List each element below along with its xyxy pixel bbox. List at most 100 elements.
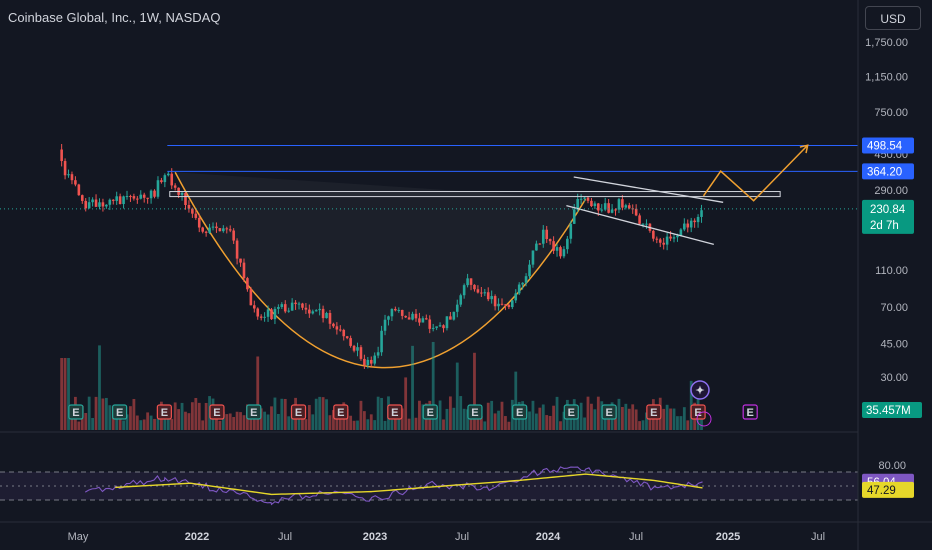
candle-body [586, 197, 590, 201]
volume-bar [108, 405, 112, 430]
volume-bar [256, 356, 260, 430]
projection-arrowhead [799, 144, 809, 154]
candle-body [521, 282, 524, 285]
candle-body [194, 213, 198, 218]
volume-bar [184, 411, 187, 430]
candle-body [459, 295, 463, 305]
volume-bar [562, 411, 566, 430]
volume-bar [345, 408, 349, 430]
volume-bar [276, 413, 280, 430]
volume-bar [242, 415, 246, 430]
earnings-badge-label: E [72, 407, 79, 419]
earnings-badge-label: E [161, 407, 168, 419]
volume-bar [115, 411, 119, 430]
earnings-badge [467, 404, 483, 420]
candle-body [342, 329, 346, 337]
candle-body [617, 199, 621, 210]
candle-body [559, 247, 562, 257]
earnings-marker: E [690, 404, 706, 420]
volume-bar [435, 414, 439, 430]
volume-bar [548, 415, 552, 430]
earnings-marker: E [563, 404, 579, 420]
candle-body [583, 197, 586, 199]
volume-bar [139, 420, 143, 430]
volume-bar [411, 345, 414, 430]
candle-body [627, 205, 631, 209]
volume-bar [576, 417, 580, 430]
candle-body [452, 311, 456, 320]
volume-bar [538, 407, 542, 430]
candle-body [576, 199, 579, 210]
candle-body [314, 310, 318, 312]
candle-body [425, 318, 428, 320]
volume-bar [459, 396, 463, 430]
volume-bar [60, 358, 64, 430]
volume-bar [356, 420, 359, 430]
candle-body [277, 307, 280, 309]
candle-body [108, 199, 112, 205]
candle-body [366, 359, 370, 366]
candles-group [60, 144, 703, 369]
candle-body [184, 192, 187, 206]
volume-bar [218, 420, 222, 430]
candle-body [105, 204, 108, 207]
candle-body [428, 319, 432, 329]
candle-body [548, 239, 552, 242]
candle-body [98, 202, 101, 207]
candle-body [256, 308, 260, 317]
candle-body [552, 241, 555, 251]
candle-body [555, 247, 559, 251]
earnings-badge-label: E [427, 407, 434, 419]
volume-bar [528, 411, 531, 430]
candle-body [400, 309, 404, 316]
volume-bar [352, 420, 356, 430]
level-tag-bg [862, 137, 914, 154]
candle-body [318, 308, 321, 311]
volume-bar [641, 420, 645, 430]
candle-body [74, 180, 77, 185]
earnings-marker: E [112, 404, 128, 420]
earnings-badge-label: E [605, 407, 612, 419]
earnings-badge [68, 404, 84, 420]
candle-body [352, 345, 356, 351]
candle-body [335, 326, 339, 330]
candle-body [228, 229, 232, 231]
candle-body [411, 313, 414, 320]
candle-body [235, 240, 239, 259]
volume-bar [314, 398, 318, 430]
volume-bar [156, 418, 160, 430]
candle-body [483, 292, 487, 294]
volume-bar [531, 400, 535, 430]
volume-bar [376, 396, 380, 430]
candle-body [246, 278, 249, 290]
channel-upper-line [573, 176, 724, 203]
candle-body [566, 238, 569, 250]
earnings-marker: E [209, 404, 225, 420]
candle-body [493, 296, 497, 307]
volume-bar [514, 371, 518, 430]
volume-bar [479, 416, 483, 430]
candle-body [283, 304, 287, 312]
earnings-marker: E [246, 404, 262, 420]
volume-bar [486, 402, 490, 430]
candle-body [287, 310, 290, 312]
volume-bar [397, 413, 401, 430]
candle-body [418, 318, 421, 323]
volume-bar [596, 396, 600, 430]
volume-bar [445, 408, 449, 430]
earnings-badge [601, 404, 617, 420]
last-price-tag-bg [862, 199, 914, 234]
candle-body [270, 309, 273, 320]
volume-bar [672, 408, 676, 430]
candle-body [225, 228, 229, 230]
earnings-badge-label: E [250, 407, 257, 419]
candle-body [500, 303, 504, 305]
currency-selector[interactable]: USD [865, 6, 921, 30]
volume-bar [349, 415, 353, 430]
candle-body [373, 355, 377, 364]
earnings-badge [290, 404, 307, 420]
candle-body [624, 205, 628, 208]
candle-body [490, 296, 493, 300]
candle-body [187, 205, 191, 209]
